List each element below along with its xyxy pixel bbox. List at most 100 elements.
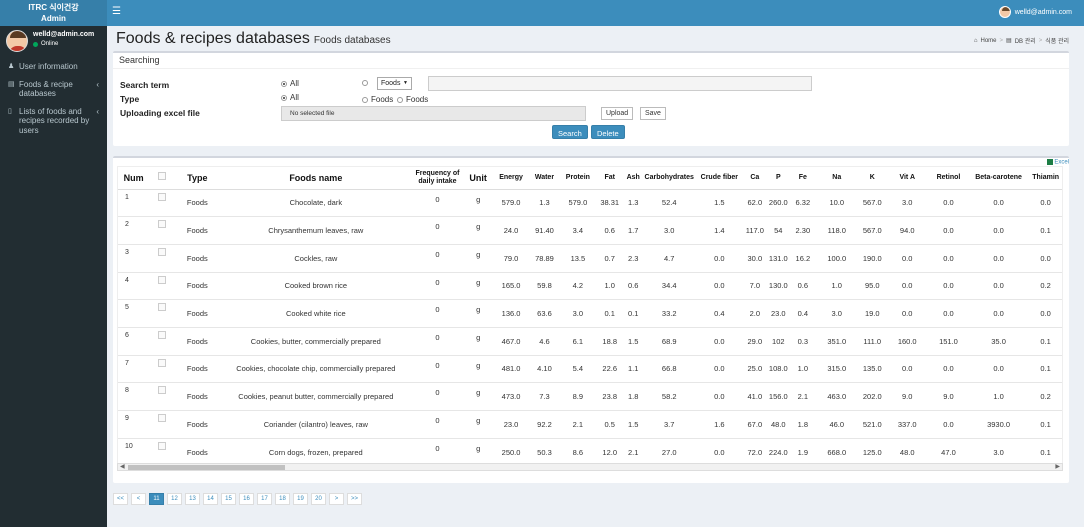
table-cell: 6.32	[789, 189, 817, 218]
page-button[interactable]: 14	[203, 493, 219, 505]
table-cell: 0.6	[595, 216, 625, 245]
table-row[interactable]: 1 Foods Chocolate, dark 0 g 579.0 1.3 579.0 38.3…	[118, 189, 1062, 218]
table-cell: 0.3	[789, 327, 817, 356]
brand-logo[interactable]: ITRC 식이건강 Admin	[0, 0, 107, 26]
page-button[interactable]: 15	[221, 493, 237, 505]
row-checkbox[interactable]	[158, 220, 167, 229]
table-cell: 521.0	[857, 410, 888, 439]
page-button[interactable]: 16	[239, 493, 255, 505]
save-button[interactable]: Save	[640, 107, 666, 120]
row-checkbox[interactable]	[158, 303, 167, 312]
table-row[interactable]: 4 Foods Cooked brown rice 0 g 165.0 59.8 4.2 1.0…	[118, 272, 1062, 301]
table-cell: 7.3	[528, 382, 561, 411]
table-cell: Foods	[175, 355, 220, 384]
table-cell: 337.0	[887, 410, 928, 439]
page-button[interactable]: <<	[113, 493, 129, 505]
foods-table: Num Type Foods name Frequency of daily inta…	[118, 167, 1062, 467]
row-checkbox[interactable]	[158, 414, 167, 422]
table-row[interactable]: 3 Foods Cockles, raw 0 g 79.0 78.89 13.5 0.7 2.3 4…	[118, 244, 1062, 273]
user-menu[interactable]: welld@admin.com	[998, 6, 1072, 18]
search-term-field-radio[interactable]	[362, 80, 368, 86]
table-cell: 35.0	[969, 327, 1028, 356]
table-cell: g	[462, 272, 494, 301]
sidebar-item-user-information[interactable]: ♟ User information	[0, 58, 107, 76]
upload-button[interactable]: Upload	[601, 107, 634, 120]
scroll-right-arrow-icon[interactable]: ▶	[1055, 464, 1060, 470]
table-row[interactable]: 8 Foods Cookies, peanut butter, commercial…	[118, 382, 1062, 411]
scrollbar-thumb[interactable]	[128, 465, 285, 470]
table-cell: Coriander (cilantro) leaves, raw	[219, 410, 413, 439]
breadcrumb-db[interactable]: DB 관리	[1014, 39, 1036, 45]
horizontal-scrollbar[interactable]: ◀ ▶	[117, 463, 1063, 471]
page-button[interactable]: 13	[185, 493, 201, 505]
row-checkbox[interactable]	[158, 441, 167, 450]
database-icon: ▤	[1006, 38, 1012, 44]
type-foods-radio[interactable]: Foods	[362, 95, 393, 104]
table-cell: 156.0	[767, 382, 790, 411]
row-checkbox[interactable]	[158, 275, 167, 284]
table-row[interactable]: 10 Foods Corn dogs, frozen, prepared 0 g 250.…	[118, 438, 1062, 467]
bars-icon[interactable]: ☰	[112, 6, 121, 17]
row-checkbox[interactable]	[158, 247, 167, 256]
page-button[interactable]: 20	[311, 493, 327, 505]
excel-file-input[interactable]: No selected file	[281, 106, 586, 121]
select-all-checkbox-header[interactable]	[149, 167, 176, 190]
table-row[interactable]: 9 Foods Coriander (cilantro) leaves, raw 0 g…	[118, 410, 1062, 439]
table-cell: 1.0	[595, 272, 625, 301]
table-cell: Cookies, chocolate chip, commercially pr…	[219, 355, 413, 384]
excel-export-link[interactable]: Excel	[1047, 159, 1069, 166]
row-checkbox[interactable]	[158, 358, 167, 367]
sidebar-item-foods-recipe-databases[interactable]: ▤ Foods & recipe databases ‹	[0, 76, 107, 103]
search-term-all-radio[interactable]: All	[281, 79, 299, 88]
delete-button[interactable]: Delete	[591, 125, 625, 139]
scroll-left-arrow-icon[interactable]: ◀	[120, 464, 125, 470]
page-button[interactable]: 19	[293, 493, 309, 505]
sidebar-item-user-records[interactable]: ▯ Lists of foods and recipes recorded by…	[0, 103, 107, 140]
foods-table-scroll[interactable]: Num Type Foods name Frequency of daily inta…	[117, 166, 1063, 469]
search-field-select[interactable]: Foods ▼	[377, 77, 412, 90]
type-all-radio[interactable]: All	[281, 93, 299, 102]
table-cell: Cookies, butter, commercially prepared	[219, 327, 413, 356]
page-button[interactable]: 11	[149, 493, 165, 505]
page-button[interactable]: <	[131, 493, 147, 505]
row-checkbox[interactable]	[158, 386, 167, 395]
table-cell: 136.0	[493, 299, 529, 328]
table-row[interactable]: 6 Foods Cookies, butter, commercially prep…	[118, 327, 1062, 356]
type-foods-radio-2[interactable]: Foods	[397, 95, 428, 104]
table-cell: 0.1	[1027, 355, 1062, 384]
page-button[interactable]: 18	[275, 493, 291, 505]
folder-icon: ▯	[8, 107, 12, 115]
table-cell: 27.0	[642, 438, 697, 467]
page-button[interactable]: >	[329, 493, 345, 505]
table-cell: 25.0	[742, 355, 768, 384]
table-cell: 1.5	[624, 410, 643, 439]
breadcrumb-home[interactable]: Home	[980, 37, 997, 44]
table-cell: Foods	[175, 382, 220, 411]
column-header: Energy	[493, 167, 529, 190]
caret-down-icon: ▼	[403, 80, 408, 86]
table-cell: 111.0	[857, 327, 888, 356]
table-row[interactable]: 5 Foods Cooked white rice 0 g 136.0 63.6 3.0 0.1…	[118, 299, 1062, 328]
page-button[interactable]: 17	[257, 493, 273, 505]
table-cell: 1.8	[624, 382, 643, 411]
table-cell: 0.0	[969, 244, 1028, 273]
select-all-checkbox[interactable]	[158, 172, 167, 181]
table-row[interactable]: 7 Foods Cookies, chocolate chip, commercia…	[118, 355, 1062, 384]
table-cell: 0.0	[1027, 189, 1062, 218]
page-button[interactable]: >>	[347, 493, 363, 505]
search-button[interactable]: Search	[552, 125, 588, 139]
row-checkbox-cell	[149, 272, 176, 301]
page-button[interactable]: 12	[167, 493, 183, 505]
row-checkbox[interactable]	[158, 330, 167, 339]
table-cell: 467.0	[493, 327, 529, 356]
table-cell: 6.1	[560, 327, 596, 356]
table-cell: 108.0	[767, 355, 790, 384]
table-cell: Chrysanthemum leaves, raw	[219, 216, 413, 245]
table-cell: g	[462, 355, 494, 384]
table-cell: Corn dogs, frozen, prepared	[219, 438, 413, 467]
table-cell: 0	[412, 410, 463, 439]
search-input[interactable]	[428, 76, 812, 91]
table-cell: 0.4	[789, 299, 817, 328]
table-row[interactable]: 2 Foods Chrysanthemum leaves, raw 0 g 24.0 91.…	[118, 216, 1062, 245]
row-checkbox[interactable]	[158, 192, 167, 201]
